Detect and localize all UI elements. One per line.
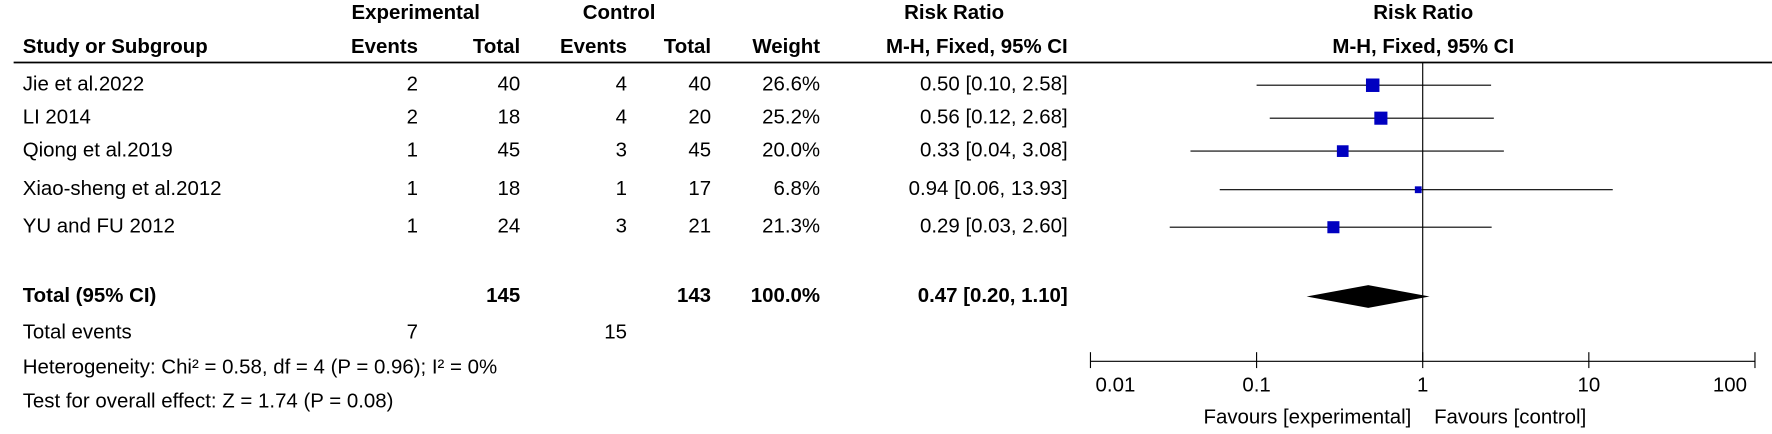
column-header: Events [560,35,627,58]
risk-ratio-ci: 0.56 [0.12, 2.68] [920,106,1068,129]
total-events-exp: 7 [407,320,418,343]
exp-events: 1 [407,215,418,238]
x-tick-label: 10 [1577,374,1600,397]
favours-right: Favours [control] [1434,405,1586,428]
total-events-ctl: 15 [604,320,627,343]
study-name: Qiong et al.2019 [23,139,173,162]
ctl-events: 3 [616,215,627,238]
total-ci: 0.47 [0.20, 1.10] [918,284,1068,307]
ctl-total: 17 [688,177,711,200]
ctl-events: 4 [616,73,627,96]
effect-square [1336,145,1349,157]
plot-subtitle: M-H, Fixed, 95% CI [1332,35,1514,58]
risk-ratio-ci: 0.29 [0.03, 2.60] [920,215,1068,238]
x-tick-label: 100 [1713,374,1747,397]
effect-square [1327,221,1340,234]
study-name: Xiao-sheng et al.2012 [23,177,222,200]
column-header: Weight [752,35,820,58]
favours-left: Favours [experimental] [1203,405,1411,428]
weight: 21.3% [762,215,820,238]
ctl-events: 3 [616,139,627,162]
column-header: Total [473,35,520,58]
weight: 26.6% [762,73,820,96]
study-name: LI 2014 [23,106,91,129]
x-tick-label: 0.01 [1096,374,1136,397]
column-header: Study or Subgroup [23,35,208,58]
group-header: Control [583,1,656,24]
column-header: M-H, Fixed, 95% CI [886,35,1068,58]
group-header: Experimental [352,1,480,24]
ctl-events: 1 [616,177,627,200]
ctl-total: 40 [688,73,711,96]
exp-events: 2 [407,106,418,129]
total-events-label: Total events [23,320,132,343]
weight: 25.2% [762,106,820,129]
risk-ratio-ci: 0.94 [0.06, 13.93] [909,177,1068,200]
heterogeneity: Heterogeneity: Chi² = 0.58, df = 4 (P = … [23,355,498,378]
group-header: Risk Ratio [904,1,1004,24]
effect-square [1414,186,1422,194]
exp-total: 18 [498,106,521,129]
ctl-total: 21 [688,215,711,238]
x-tick-label: 0.1 [1242,374,1270,397]
risk-ratio-ci: 0.50 [0.10, 2.58] [920,73,1068,96]
overall-effect: Test for overall effect: Z = 1.74 (P = 0… [23,390,394,413]
total-weight: 100.0% [751,284,820,307]
ctl-total: 45 [688,139,711,162]
ctl-events: 4 [616,106,627,129]
effect-square [1365,78,1380,92]
x-tick-label: 1 [1417,374,1428,397]
exp-events: 2 [407,73,418,96]
total-exp: 145 [486,284,520,307]
weight: 6.8% [774,177,821,200]
pooled-diamond [1306,285,1430,308]
exp-total: 40 [498,73,521,96]
exp-events: 1 [407,139,418,162]
total-ctl: 143 [677,284,711,307]
effect-square [1374,111,1388,125]
total-name: Total (95% CI) [23,284,157,307]
plot-title: Risk Ratio [1373,1,1473,24]
column-header: Total [664,35,711,58]
study-name: Jie et al.2022 [23,73,145,96]
weight: 20.0% [762,139,820,162]
risk-ratio-ci: 0.33 [0.04, 3.08] [920,139,1068,162]
ctl-total: 20 [688,106,711,129]
exp-total: 18 [498,177,521,200]
column-header: Events [351,35,418,58]
exp-total: 24 [498,215,521,238]
exp-total: 45 [498,139,521,162]
exp-events: 1 [407,177,418,200]
study-name: YU and FU 2012 [23,215,175,238]
